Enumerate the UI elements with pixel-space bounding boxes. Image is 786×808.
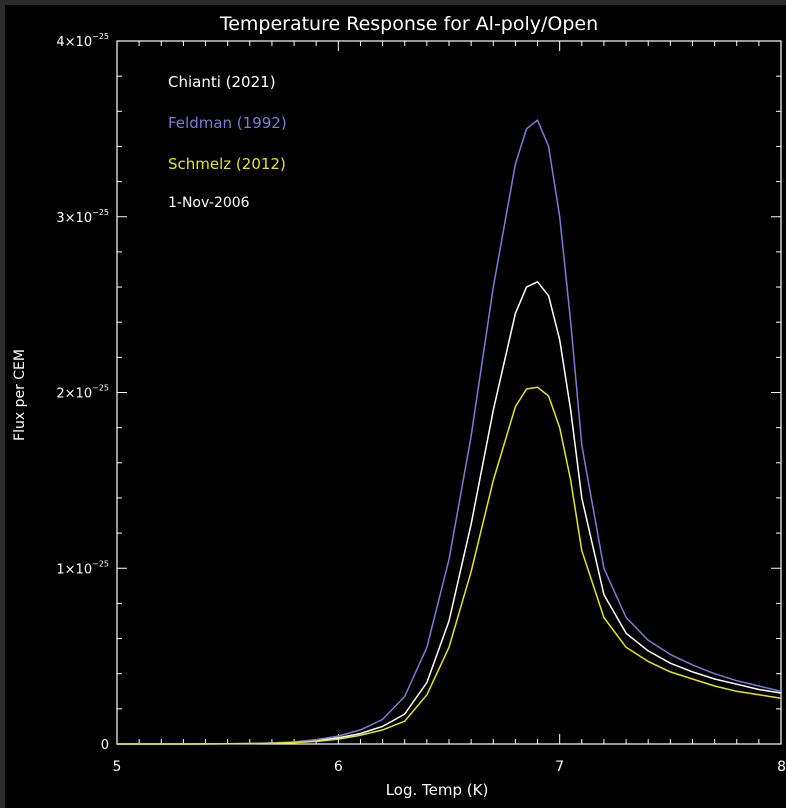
legend: Chianti (2021) Feldman (1992) Schmelz (201… [168,73,287,173]
legend-entry: Feldman (1992) [168,114,287,132]
y-tick-label: 2×10−25 [56,384,109,402]
x-tick-label: 5 [113,759,122,775]
legend-entry: Chianti (2021) [168,73,276,91]
temperature-response-chart: Temperature Response for Al-poly/Open Fl… [12,13,786,799]
x-axis-label: Log. Temp (K) [386,781,489,799]
x-tick-label: 7 [555,759,564,775]
y-tick-label: 0 [101,738,109,753]
series-layer [117,119,782,745]
y-tick-label: 3×10−25 [56,208,109,226]
y-axis-label: Flux per CEM [12,349,28,441]
annotation-date: 1-Nov-2006 [168,195,250,211]
plot-area: Temperature Response for Al-poly/Open Fl… [5,5,786,808]
legend-entry: Schmelz (2012) [168,155,286,173]
chart-title: Temperature Response for Al-poly/Open [219,13,598,35]
x-tick-label: 6 [334,759,343,775]
axes: 5 6 7 8 0 1×10−25 2×10−25 3×10−25 4×10−25 [56,32,786,775]
x-tick-label: 8 [777,759,786,775]
y-tick-label: 4×10−25 [56,32,109,50]
series-line-2 [117,119,782,745]
series-line-3 [117,386,782,745]
plot-frame [116,40,782,745]
y-tick-label: 1×10−25 [56,559,109,577]
